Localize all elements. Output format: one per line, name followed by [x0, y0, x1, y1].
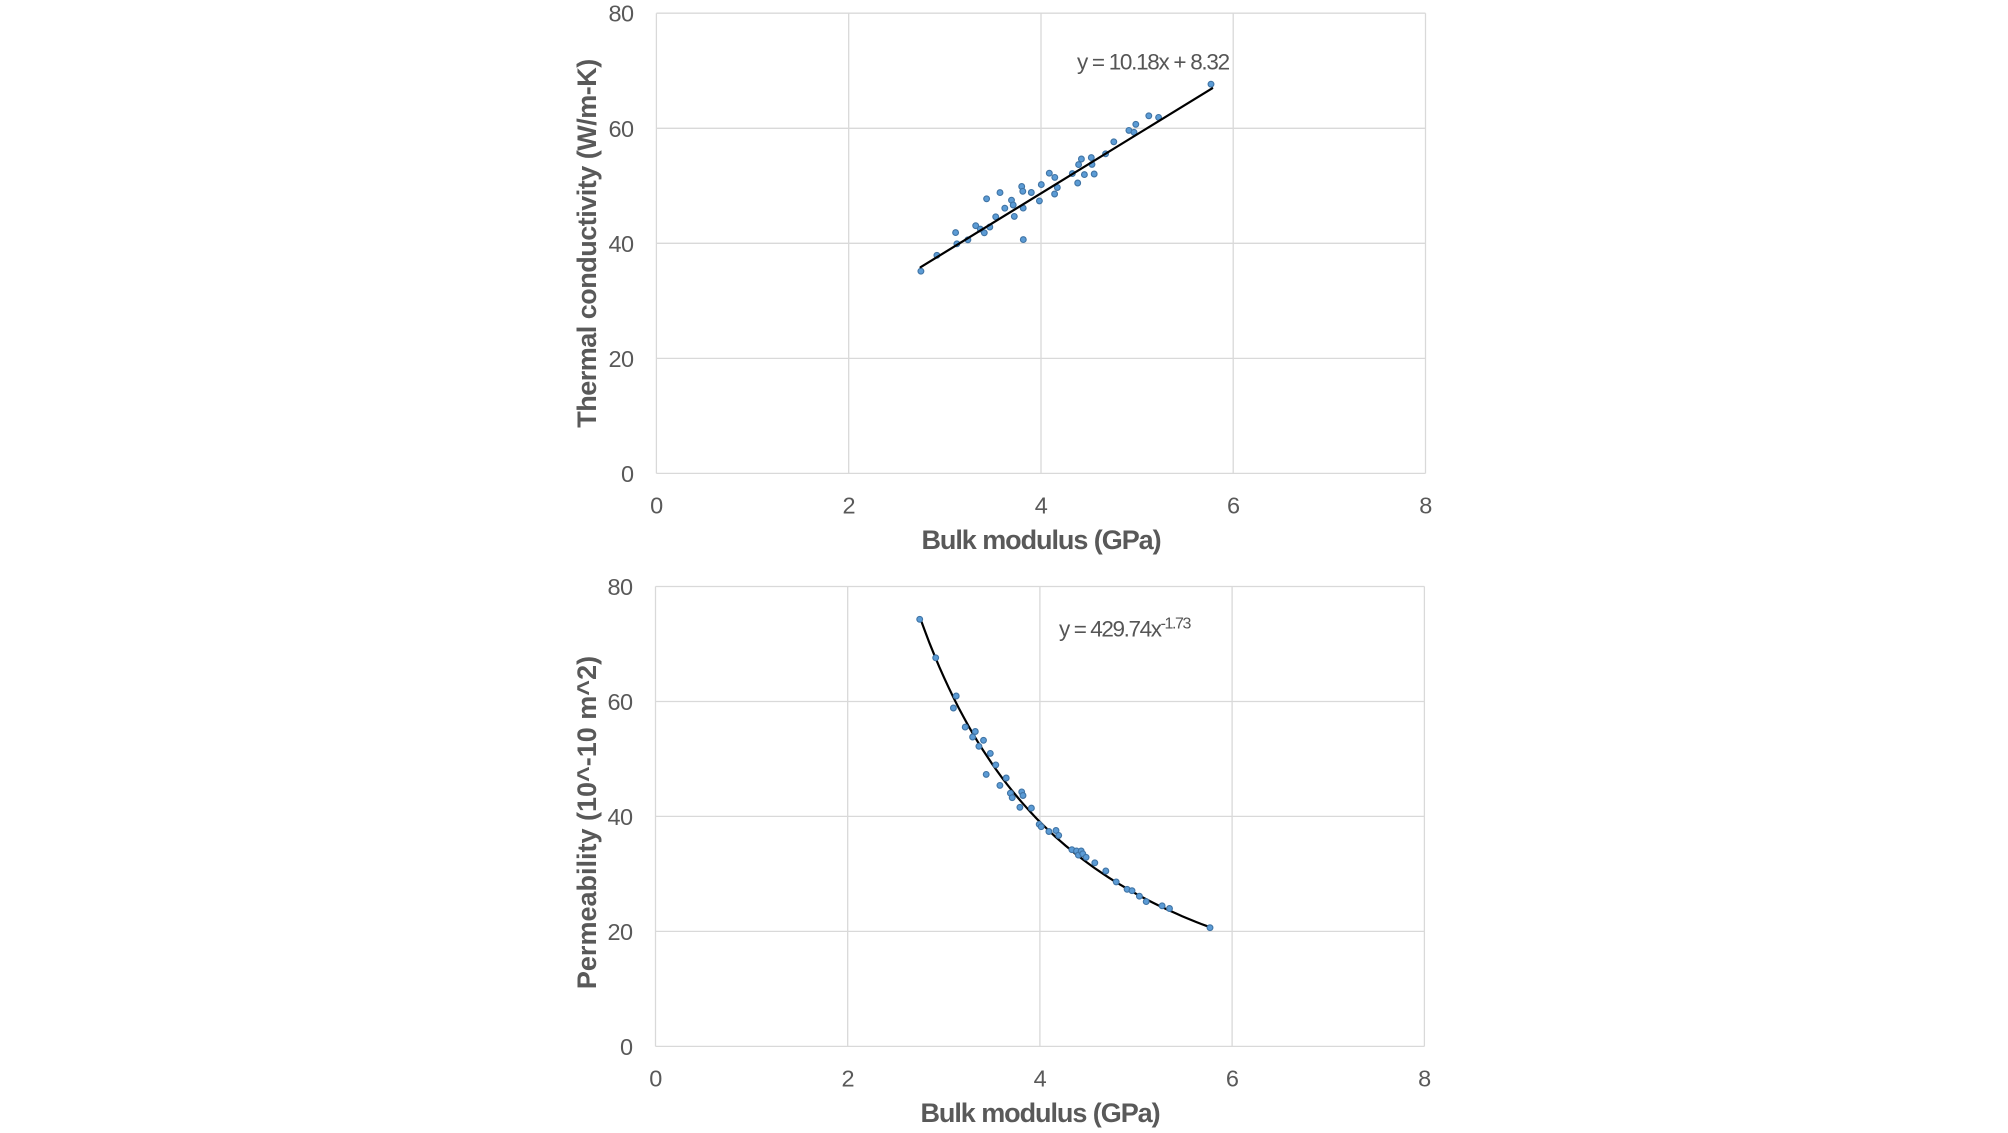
svg-text:Thermal conductivity (W/m-K): Thermal conductivity (W/m-K) [572, 59, 602, 428]
svg-text:0: 0 [621, 461, 634, 487]
svg-text:0: 0 [620, 1034, 633, 1060]
svg-text:0: 0 [649, 1066, 662, 1092]
svg-text:0: 0 [650, 493, 663, 519]
svg-text:60: 60 [608, 689, 633, 715]
svg-text:40: 40 [609, 231, 634, 257]
svg-text:8: 8 [1418, 1066, 1431, 1092]
svg-text:60: 60 [609, 116, 634, 142]
svg-text:Permeability (10^-10 m^2): Permeability (10^-10 m^2) [572, 656, 602, 989]
svg-text:20: 20 [609, 346, 634, 372]
svg-text:40: 40 [608, 804, 633, 830]
svg-text:6: 6 [1226, 1066, 1239, 1092]
svg-text:2: 2 [842, 493, 854, 519]
svg-text:2: 2 [841, 1066, 853, 1092]
svg-text:80: 80 [609, 1, 634, 27]
svg-text:Bulk modulus (GPa): Bulk modulus (GPa) [920, 1098, 1159, 1128]
svg-text:8: 8 [1419, 493, 1432, 519]
svg-text:4: 4 [1034, 1066, 1047, 1092]
svg-text:6: 6 [1227, 493, 1240, 519]
svg-text:80: 80 [608, 574, 633, 600]
svg-text:4: 4 [1035, 493, 1048, 519]
svg-text:Bulk modulus (GPa): Bulk modulus (GPa) [921, 525, 1160, 555]
svg-text:20: 20 [608, 919, 633, 945]
svg-text:y = 10.18x + 8.32: y = 10.18x + 8.32 [1077, 49, 1230, 74]
